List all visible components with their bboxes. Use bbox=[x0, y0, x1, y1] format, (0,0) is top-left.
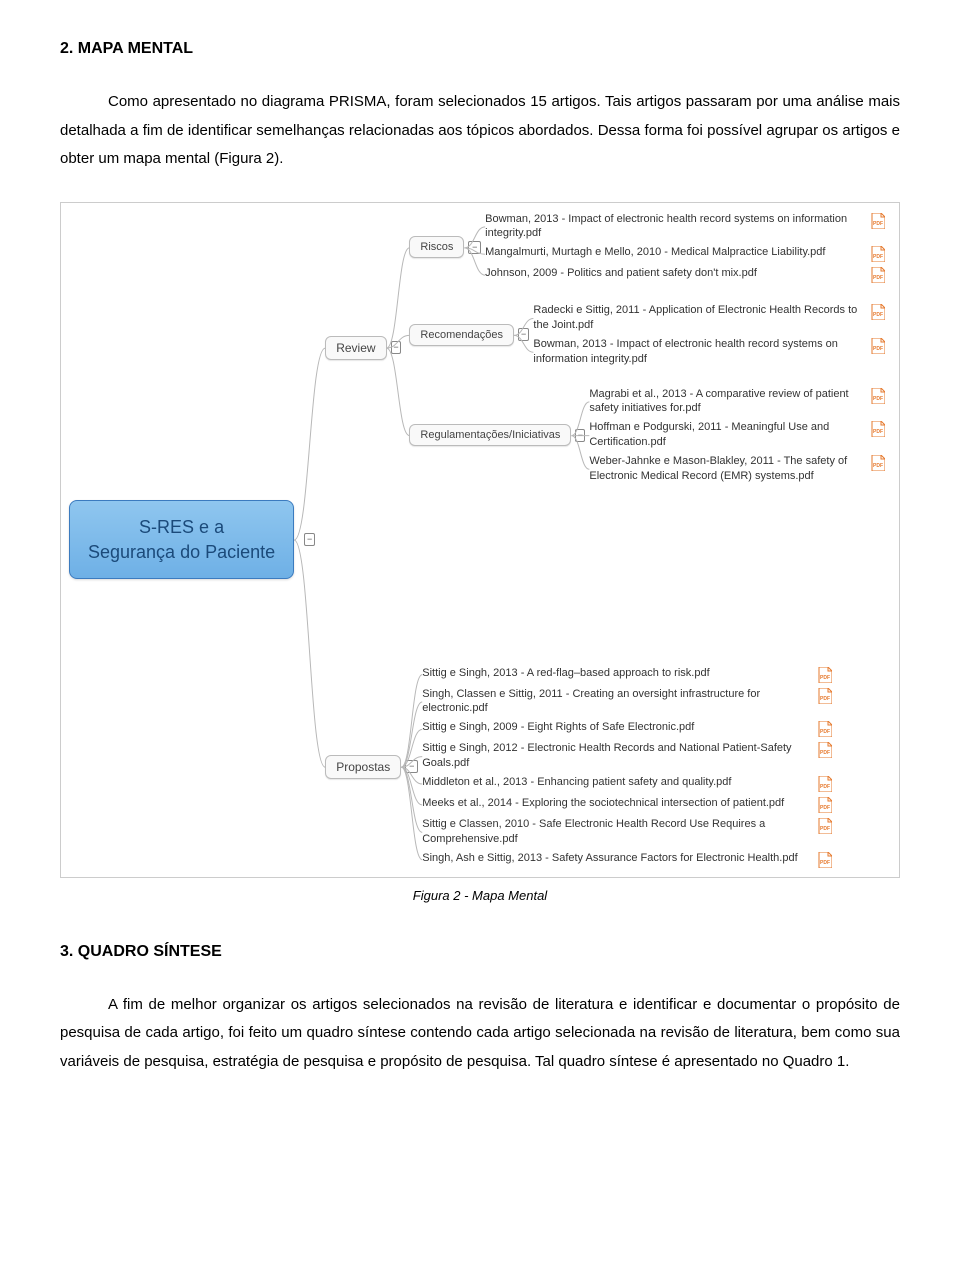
mindmap-connectors bbox=[69, 211, 891, 869]
mindmap-diagram: S-RES e aSegurança do Paciente−Review−Ri… bbox=[69, 211, 891, 869]
figure-2-container: S-RES e aSegurança do Paciente−Review−Ri… bbox=[60, 202, 900, 878]
section-3-heading: 3. QUADRO SÍNTESE bbox=[60, 943, 900, 961]
section-3-paragraph: A fim de melhor organizar os artigos sel… bbox=[60, 991, 900, 1077]
section-2-heading: 2. MAPA MENTAL bbox=[60, 40, 900, 58]
section-2-paragraph: Como apresentado no diagrama PRISMA, for… bbox=[60, 88, 900, 174]
figure-2-caption: Figura 2 - Mapa Mental bbox=[60, 888, 900, 903]
